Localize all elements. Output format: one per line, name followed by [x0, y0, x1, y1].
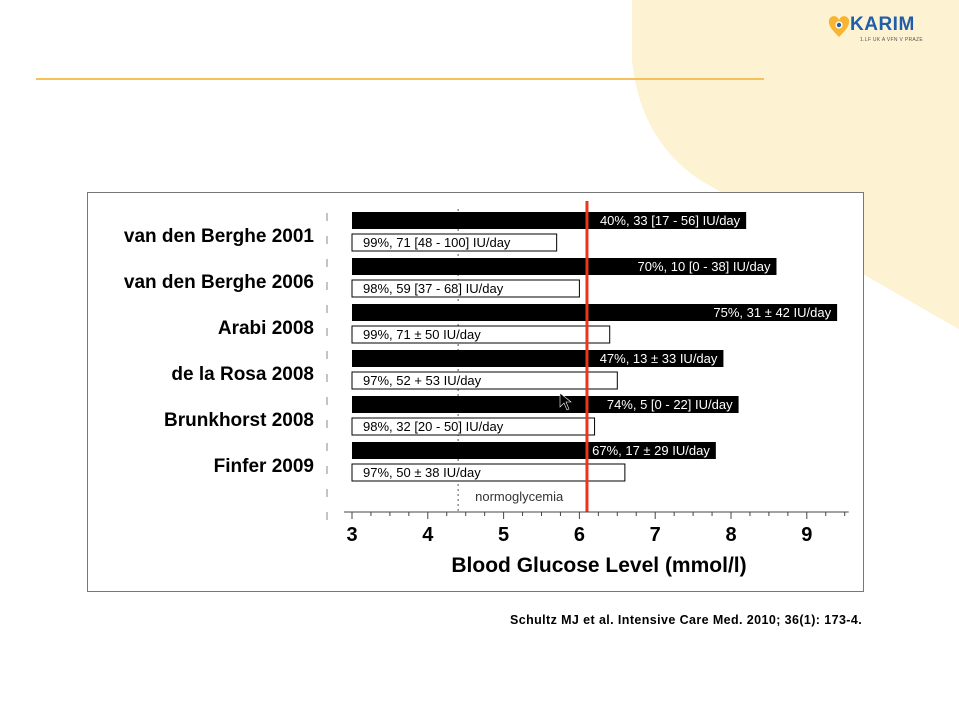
black-bar [352, 442, 716, 459]
category-label: van den Berghe 2001 [124, 226, 315, 247]
white-bar [351, 279, 580, 298]
black-bar-label: 70%, 10 [0 - 38] IU/day [638, 259, 771, 274]
x-tick-label: 5 [498, 524, 509, 546]
glucose-chart: van den Berghe 2001 40%, 33 [17 - 56] IU/… [87, 192, 864, 592]
black-bar-label: 67%, 17 ± 29 IU/day [592, 443, 710, 458]
black-bar [352, 212, 747, 229]
white-bar-label: 97%, 52 + 53 IU/day [363, 373, 482, 388]
karim-heart-pin-icon [828, 16, 850, 37]
black-bar-label: 75%, 31 ± 42 IU/day [713, 305, 831, 320]
x-tick-label: 7 [650, 524, 661, 546]
black-bar [352, 258, 777, 275]
black-bar [352, 350, 724, 367]
white-bar [351, 325, 611, 344]
white-bar-label: 98%, 59 [37 - 68] IU/day [363, 281, 504, 296]
x-tick-label: 3 [346, 524, 357, 546]
x-tick-label: 9 [801, 524, 812, 546]
citation: Schultz MJ et al. Intensive Care Med. 20… [510, 613, 863, 627]
category-label: Finfer 2009 [214, 456, 314, 477]
black-bar [352, 396, 739, 413]
black-bar-label: 40%, 33 [17 - 56] IU/day [600, 213, 741, 228]
logo-subtitle: 1.LF UK A VFN V PRAZE [860, 37, 923, 43]
x-tick-label: 8 [725, 524, 736, 546]
white-bar [351, 417, 596, 436]
white-bar [351, 371, 618, 390]
logo-name: KARIM [850, 14, 915, 35]
glucose-chart-svg: van den Berghe 2001 40%, 33 [17 - 56] IU/… [124, 201, 849, 577]
white-bar-label: 99%, 71 ± 50 IU/day [363, 327, 481, 342]
category-label: de la Rosa 2008 [171, 364, 314, 385]
x-tick-label: 6 [574, 524, 585, 546]
white-bar-label: 99%, 71 [48 - 100] IU/day [363, 235, 511, 250]
category-label: van den Berghe 2006 [124, 272, 314, 293]
black-bar [352, 304, 838, 321]
category-label: Arabi 2008 [218, 318, 314, 339]
header-rule [36, 78, 764, 80]
x-axis-title: Blood Glucose Level (mmol/l) [451, 554, 746, 577]
white-bar [351, 463, 626, 482]
karim-logo: KARIM 1.LF UK A VFN V PRAZE [826, 14, 926, 48]
white-bar [351, 233, 558, 252]
mouse-cursor-icon [559, 392, 572, 411]
white-bar-label: 98%, 32 [20 - 50] IU/day [363, 419, 504, 434]
white-bar-label: 97%, 50 ± 38 IU/day [363, 465, 481, 480]
x-tick-label: 4 [422, 524, 434, 546]
category-label: Brunkhorst 2008 [164, 410, 314, 431]
normoglycemia-label: normoglycemia [475, 489, 564, 504]
black-bar-label: 47%, 13 ± 33 IU/day [600, 351, 718, 366]
black-bar-label: 74%, 5 [0 - 22] IU/day [607, 397, 733, 412]
